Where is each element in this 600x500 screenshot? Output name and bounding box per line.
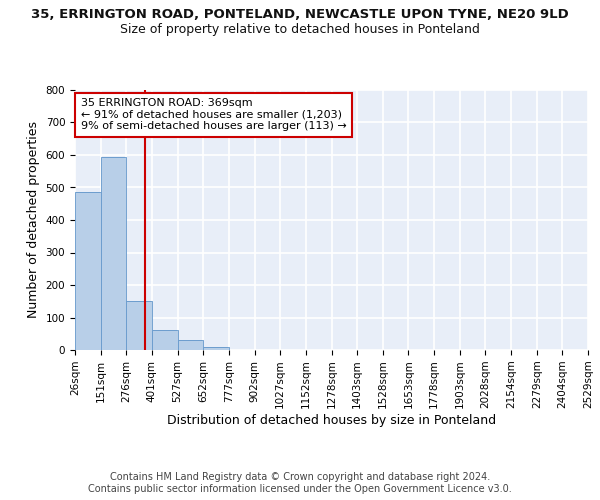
Text: Contains HM Land Registry data © Crown copyright and database right 2024.
Contai: Contains HM Land Registry data © Crown c… — [88, 472, 512, 494]
Bar — [126, 301, 152, 350]
Bar — [101, 158, 126, 350]
Bar — [178, 340, 203, 350]
Bar — [75, 192, 101, 350]
Y-axis label: Number of detached properties: Number of detached properties — [27, 122, 40, 318]
Text: 35 ERRINGTON ROAD: 369sqm
← 91% of detached houses are smaller (1,203)
9% of sem: 35 ERRINGTON ROAD: 369sqm ← 91% of detac… — [81, 98, 347, 132]
Bar — [75, 192, 101, 350]
Bar — [152, 330, 178, 350]
Text: Size of property relative to detached houses in Ponteland: Size of property relative to detached ho… — [120, 22, 480, 36]
Text: 35, ERRINGTON ROAD, PONTELAND, NEWCASTLE UPON TYNE, NE20 9LD: 35, ERRINGTON ROAD, PONTELAND, NEWCASTLE… — [31, 8, 569, 20]
Bar — [203, 347, 229, 350]
X-axis label: Distribution of detached houses by size in Ponteland: Distribution of detached houses by size … — [167, 414, 496, 427]
Bar — [101, 158, 126, 350]
Bar — [178, 340, 203, 350]
Bar — [203, 347, 229, 350]
Bar — [126, 301, 152, 350]
Bar — [152, 330, 178, 350]
